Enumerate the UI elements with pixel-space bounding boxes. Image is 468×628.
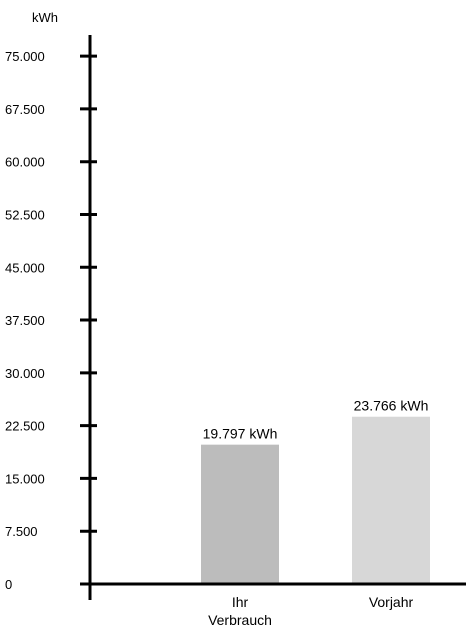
y-tick-label: 7.500 [5,524,38,539]
x-category-label: Verbrauch [208,612,272,628]
y-tick-label: 15.000 [5,471,45,486]
y-tick-label: 30.000 [5,366,45,381]
y-tick-label: 60.000 [5,155,45,170]
y-tick-label: 52.500 [5,207,45,222]
y-tick-label: 22.500 [5,419,45,434]
y-axis-unit-label: kWh [32,10,58,25]
y-tick-label: 0 [5,577,12,592]
bars: 19.797 kWh 23.766 kWh [201,398,430,584]
y-axis-ticks: 0 7.500 15.000 22.500 30.000 37.500 45.000 52.5… [5,49,97,592]
bar-value-label: 19.797 kWh [203,426,278,442]
x-category-label: Vorjahr [369,594,414,610]
x-axis-labels: Ihr Verbrauch Vorjahr [208,594,413,628]
y-tick-label: 37.500 [5,313,45,328]
bar [352,416,430,584]
y-tick-label: 67.500 [5,102,45,117]
bar [201,444,279,584]
y-tick-label: 45.000 [5,260,45,275]
x-category-label: Ihr [232,594,249,610]
y-tick-label: 75.000 [5,49,45,64]
bar-value-label: 23.766 kWh [354,398,429,414]
